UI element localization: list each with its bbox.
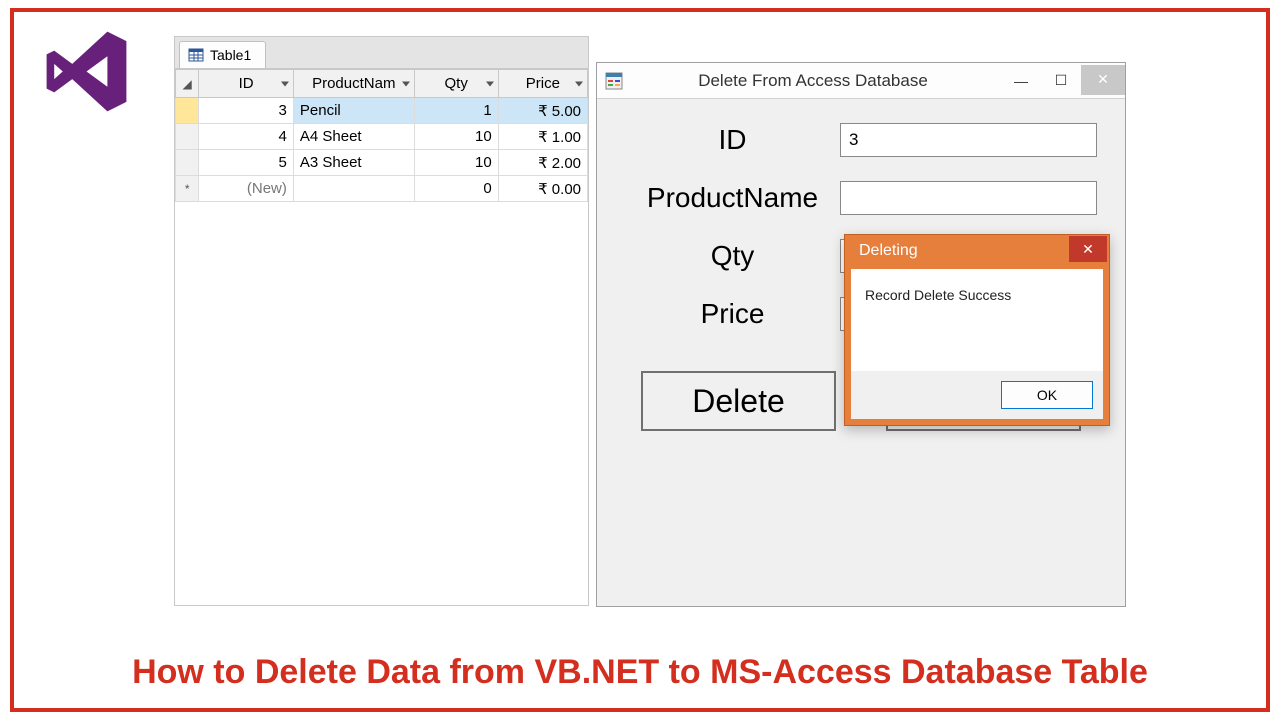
cell-qty[interactable]: 10: [414, 124, 498, 150]
label-id: ID: [625, 124, 840, 156]
form-titlebar[interactable]: Delete From Access Database — ☐ ✕: [597, 63, 1125, 99]
form-app-icon: [605, 72, 623, 90]
cell-name[interactable]: Pencil: [293, 98, 414, 124]
delete-button[interactable]: Delete: [641, 371, 836, 431]
col-header-productname[interactable]: ProductNam: [293, 70, 414, 98]
cell-name[interactable]: A3 Sheet: [293, 150, 414, 176]
access-tab-bar: Table1: [175, 37, 588, 69]
col-header-price[interactable]: Price: [498, 70, 587, 98]
cell-price[interactable]: ₹ 2.00: [498, 150, 587, 176]
row-selector[interactable]: [176, 124, 199, 150]
row-selector[interactable]: [176, 98, 199, 124]
cell-qty[interactable]: 1: [414, 98, 498, 124]
cell-id[interactable]: 3: [199, 98, 294, 124]
productname-input[interactable]: [840, 181, 1097, 215]
table-icon: [188, 47, 204, 63]
cell-id[interactable]: 4: [199, 124, 294, 150]
cell-qty[interactable]: 10: [414, 150, 498, 176]
messagebox: Deleting ✕ Record Delete Success OK: [844, 234, 1110, 426]
label-productname: ProductName: [625, 182, 840, 214]
table-row[interactable]: 4 A4 Sheet 10 ₹ 1.00: [176, 124, 588, 150]
new-row-id[interactable]: (New): [199, 176, 294, 202]
label-price: Price: [625, 298, 840, 330]
messagebox-close-button[interactable]: ✕: [1069, 236, 1107, 262]
cell-id[interactable]: 5: [199, 150, 294, 176]
table-new-row[interactable]: * (New) 0 ₹ 0.00: [176, 176, 588, 202]
tutorial-frame: Table1 ◢ ID ProductNam Qty Price 3 Penci…: [10, 8, 1270, 712]
form-title: Delete From Access Database: [635, 71, 1001, 91]
messagebox-text: Record Delete Success: [865, 287, 1089, 371]
table-tab[interactable]: Table1: [179, 41, 266, 68]
new-row-selector[interactable]: *: [176, 176, 199, 202]
col-header-qty[interactable]: Qty: [414, 70, 498, 98]
new-row-name[interactable]: [293, 176, 414, 202]
tutorial-caption: How to Delete Data from VB.NET to MS-Acc…: [14, 653, 1266, 692]
visual-studio-icon: [39, 24, 134, 119]
access-datasheet-window: Table1 ◢ ID ProductNam Qty Price 3 Penci…: [174, 36, 589, 606]
close-button[interactable]: ✕: [1081, 65, 1125, 95]
col-header-id[interactable]: ID: [199, 70, 294, 98]
messagebox-titlebar[interactable]: Deleting ✕: [845, 235, 1109, 267]
cell-price[interactable]: ₹ 1.00: [498, 124, 587, 150]
table-row[interactable]: 3 Pencil 1 ₹ 5.00: [176, 98, 588, 124]
maximize-button[interactable]: ☐: [1041, 66, 1081, 96]
label-qty: Qty: [625, 240, 840, 272]
new-row-qty[interactable]: 0: [414, 176, 498, 202]
cell-price[interactable]: ₹ 5.00: [498, 98, 587, 124]
table-row[interactable]: 5 A3 Sheet 10 ₹ 2.00: [176, 150, 588, 176]
cell-name[interactable]: A4 Sheet: [293, 124, 414, 150]
select-all-cell[interactable]: ◢: [176, 70, 199, 98]
table-tab-label: Table1: [210, 47, 251, 63]
messagebox-title: Deleting: [859, 242, 918, 260]
access-datasheet[interactable]: ◢ ID ProductNam Qty Price 3 Pencil 1 ₹ 5…: [175, 69, 588, 202]
id-input[interactable]: [840, 123, 1097, 157]
minimize-button[interactable]: —: [1001, 66, 1041, 96]
messagebox-ok-button[interactable]: OK: [1001, 381, 1093, 409]
row-selector[interactable]: [176, 150, 199, 176]
new-row-price[interactable]: ₹ 0.00: [498, 176, 587, 202]
